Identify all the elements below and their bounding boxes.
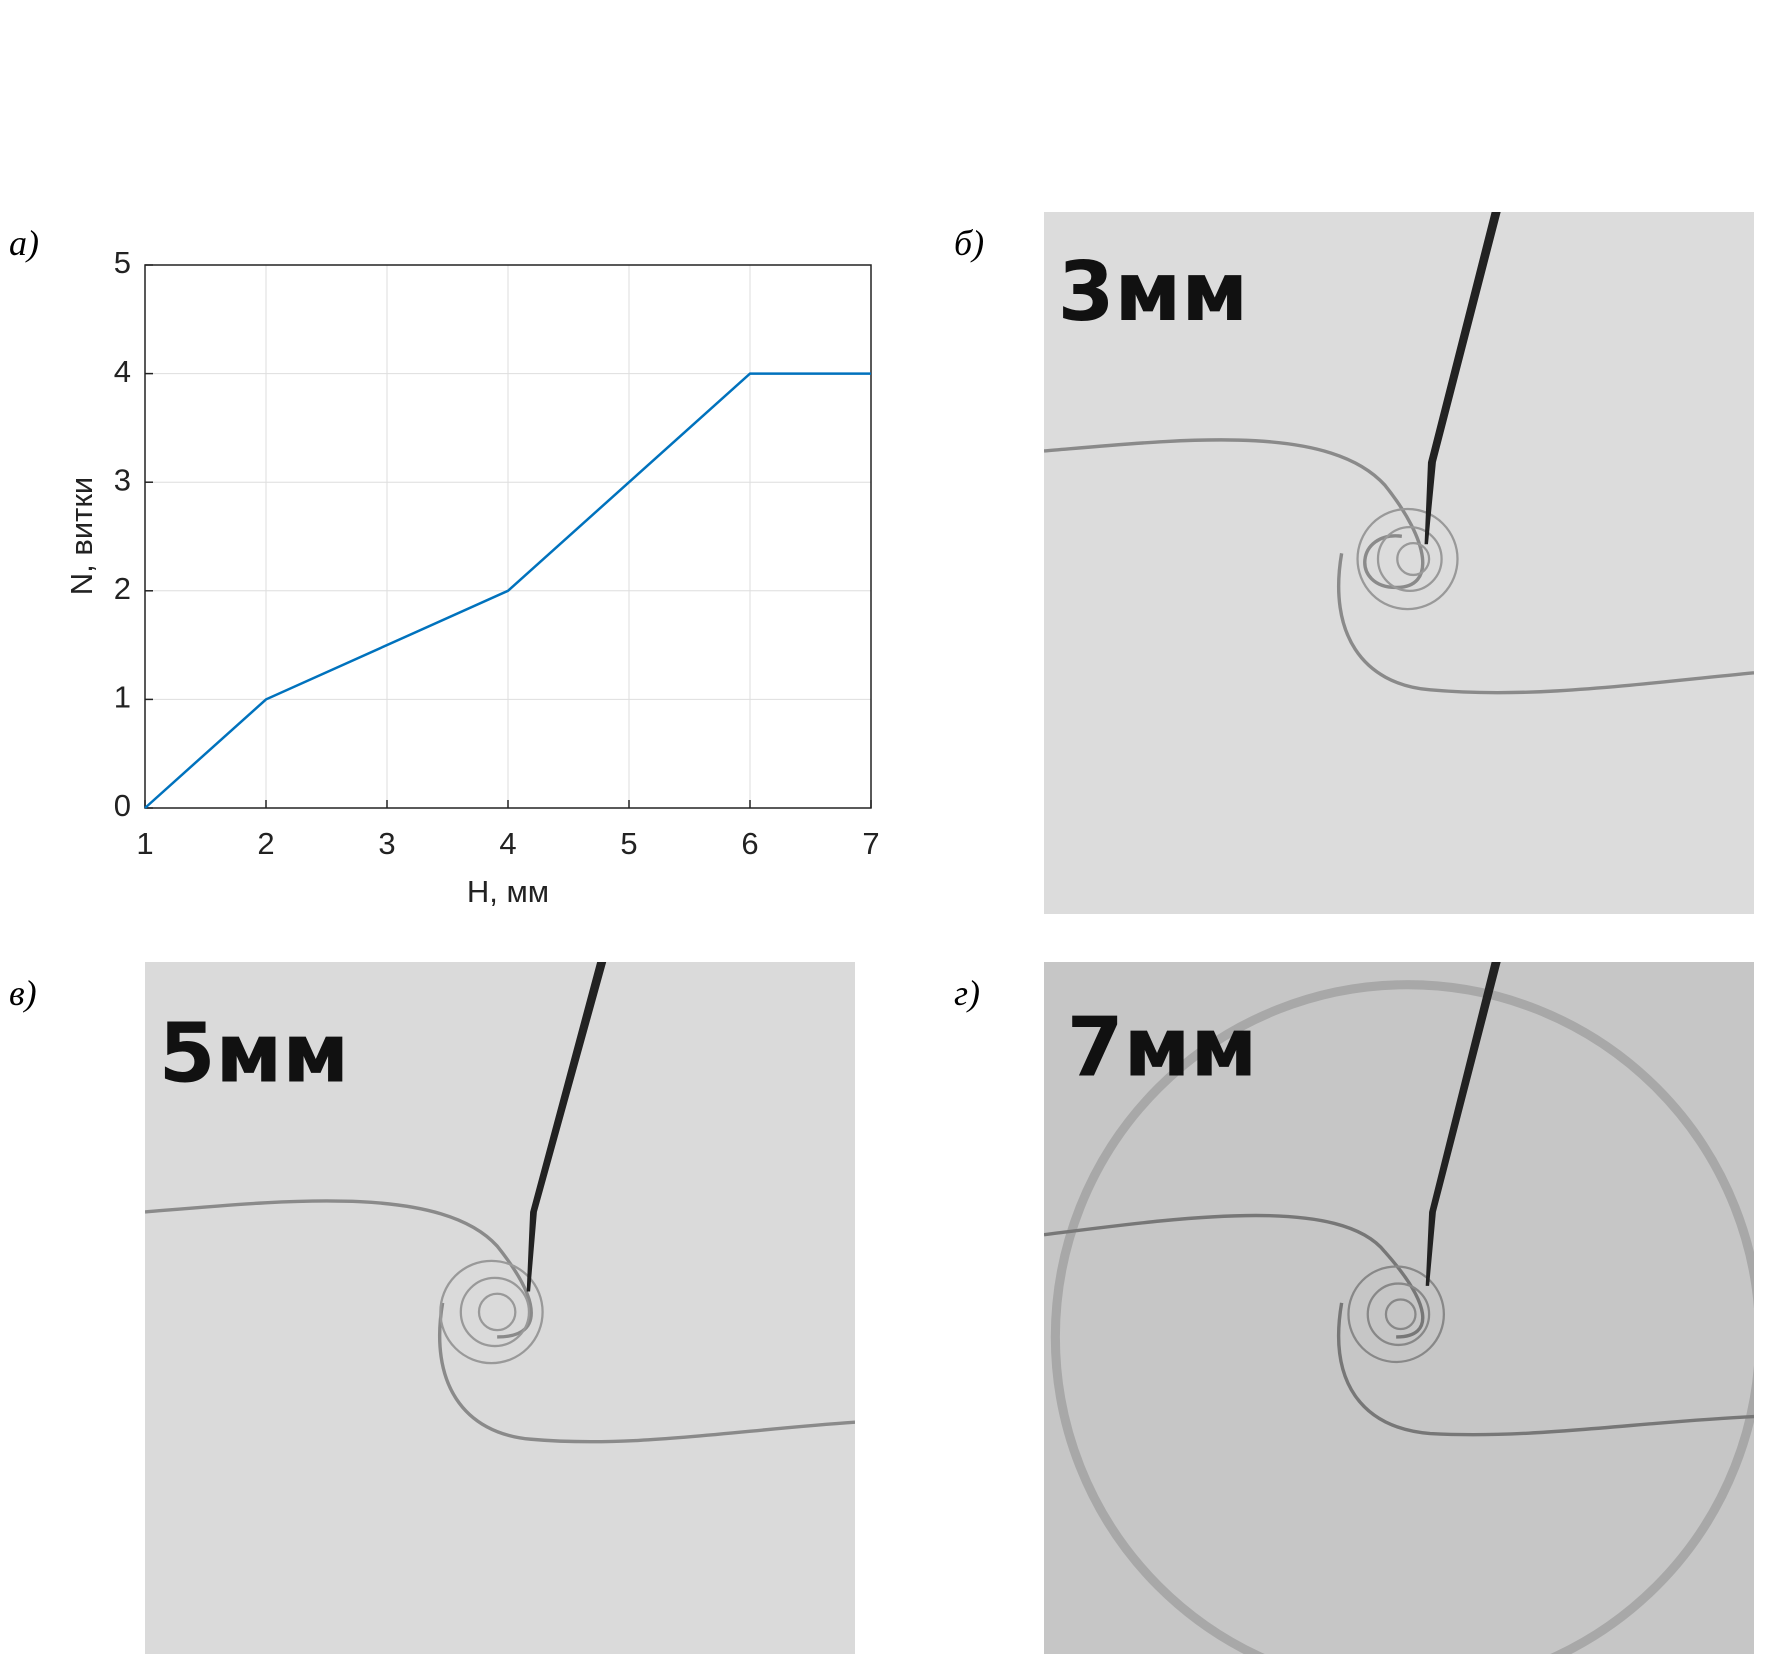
x-tick-label: 2 bbox=[257, 826, 274, 861]
axes-box bbox=[144, 264, 872, 809]
photo-label: 7мм bbox=[1067, 1001, 1258, 1096]
panel-letter: в) bbox=[9, 973, 37, 1013]
x-tick-label: 4 bbox=[499, 826, 516, 861]
x-tick-label: 5 bbox=[620, 826, 637, 861]
x-tick-label: 6 bbox=[741, 826, 758, 861]
y-tick-label: 3 bbox=[114, 462, 131, 497]
x-tick-label: 3 bbox=[378, 826, 395, 861]
y-tick-label: 4 bbox=[114, 354, 131, 389]
data-line bbox=[144, 372, 871, 809]
y-tick-label: 2 bbox=[114, 571, 131, 606]
y-axis-label: N, витки bbox=[64, 477, 99, 595]
x-tick-label: 7 bbox=[862, 826, 879, 861]
x-axis-label: H, мм bbox=[467, 874, 549, 909]
panel-letter: а) bbox=[9, 223, 39, 263]
panel-letter: б) bbox=[954, 223, 985, 263]
panel-letter: г) bbox=[954, 973, 981, 1013]
photo: 3мм bbox=[1044, 212, 1754, 914]
photo-label: 5мм bbox=[159, 1006, 350, 1101]
x-tick-label: 1 bbox=[136, 826, 153, 861]
y-tick-label: 1 bbox=[114, 680, 131, 715]
photo: 7мм bbox=[1044, 962, 1754, 1654]
photo: 5мм bbox=[145, 962, 855, 1654]
y-tick-label: 5 bbox=[114, 245, 131, 280]
photo-label: 3мм bbox=[1058, 245, 1249, 340]
y-tick-label: 0 bbox=[114, 788, 131, 823]
